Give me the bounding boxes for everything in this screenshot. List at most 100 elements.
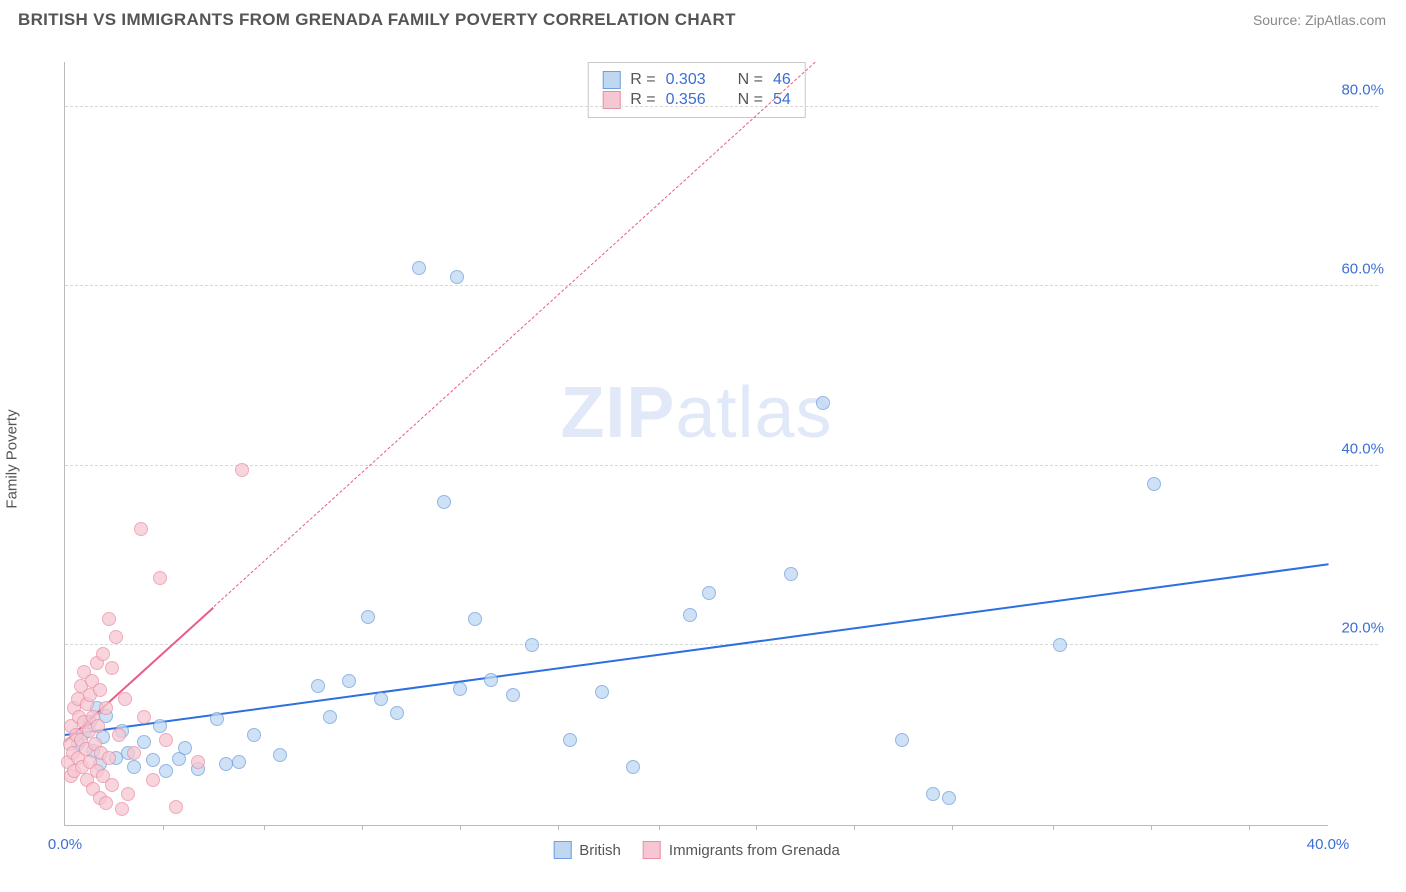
data-point — [134, 522, 148, 536]
legend-label: Immigrants from Grenada — [669, 842, 840, 859]
source-label: Source: ZipAtlas.com — [1253, 12, 1386, 28]
data-point — [153, 571, 167, 585]
y-tick-label: 20.0% — [1341, 620, 1384, 637]
data-point — [484, 673, 498, 687]
data-point — [153, 719, 167, 733]
data-point — [169, 800, 183, 814]
data-point — [816, 396, 830, 410]
data-point — [102, 612, 116, 626]
data-point — [118, 692, 132, 706]
data-point — [926, 787, 940, 801]
trend-line — [65, 564, 1329, 737]
x-tick-mark — [558, 825, 559, 830]
y-tick-label: 80.0% — [1341, 81, 1384, 98]
x-tick-mark — [756, 825, 757, 830]
data-point — [273, 748, 287, 762]
data-point — [450, 270, 464, 284]
watermark: ZIPatlas — [560, 372, 832, 454]
data-point — [323, 710, 337, 724]
data-point — [91, 719, 105, 733]
data-point — [191, 755, 205, 769]
x-tick-mark — [1053, 825, 1054, 830]
legend-swatch — [553, 841, 571, 859]
data-point — [342, 674, 356, 688]
data-point — [683, 608, 697, 622]
stats-row: R =0.303N =46 — [602, 71, 791, 89]
data-point — [105, 778, 119, 792]
stat-n-label: N = — [738, 71, 763, 89]
data-point — [468, 612, 482, 626]
data-point — [1053, 638, 1067, 652]
data-point — [99, 701, 113, 715]
stats-legend: R =0.303N =46R =0.356N =54 — [587, 62, 806, 118]
data-point — [525, 638, 539, 652]
data-point — [361, 610, 375, 624]
x-tick-mark — [362, 825, 363, 830]
data-point — [137, 710, 151, 724]
x-tick-mark — [460, 825, 461, 830]
x-tick-mark — [1151, 825, 1152, 830]
data-point — [390, 706, 404, 720]
y-tick-label: 40.0% — [1341, 440, 1384, 457]
data-point — [437, 495, 451, 509]
data-point — [109, 630, 123, 644]
data-point — [93, 683, 107, 697]
plot-area: ZIPatlas R =0.303N =46R =0.356N =54 Brit… — [64, 62, 1328, 826]
data-point — [453, 682, 467, 696]
data-point — [232, 755, 246, 769]
legend-item: Immigrants from Grenada — [643, 841, 840, 859]
x-tick-mark — [659, 825, 660, 830]
data-point — [112, 728, 126, 742]
x-tick-mark — [854, 825, 855, 830]
data-point — [159, 733, 173, 747]
data-point — [942, 791, 956, 805]
data-point — [210, 712, 224, 726]
data-point — [563, 733, 577, 747]
data-point — [127, 760, 141, 774]
data-point — [159, 764, 173, 778]
gridline — [65, 285, 1378, 286]
legend-swatch — [602, 71, 620, 89]
stat-r-value: 0.303 — [666, 71, 706, 89]
data-point — [311, 679, 325, 693]
legend-item: British — [553, 841, 621, 859]
data-point — [626, 760, 640, 774]
data-point — [235, 463, 249, 477]
series-legend: British Immigrants from Grenada — [553, 841, 840, 859]
data-point — [127, 746, 141, 760]
data-point — [374, 692, 388, 706]
y-tick-label: 60.0% — [1341, 261, 1384, 278]
data-point — [146, 773, 160, 787]
data-point — [105, 661, 119, 675]
data-point — [702, 586, 716, 600]
data-point — [115, 802, 129, 816]
data-point — [895, 733, 909, 747]
data-point — [412, 261, 426, 275]
gridline — [65, 465, 1378, 466]
data-point — [784, 567, 798, 581]
legend-label: British — [579, 842, 621, 859]
x-tick-mark — [163, 825, 164, 830]
x-tick-mark — [1249, 825, 1250, 830]
data-point — [595, 685, 609, 699]
chart-title: BRITISH VS IMMIGRANTS FROM GRENADA FAMIL… — [18, 10, 736, 30]
data-point — [178, 741, 192, 755]
data-point — [1147, 477, 1161, 491]
data-point — [247, 728, 261, 742]
stat-r-label: R = — [630, 71, 655, 89]
data-point — [506, 688, 520, 702]
data-point — [99, 796, 113, 810]
data-point — [146, 753, 160, 767]
data-point — [121, 787, 135, 801]
legend-swatch — [643, 841, 661, 859]
x-axis-label: 0.0% — [48, 836, 82, 853]
trend-line — [213, 62, 815, 607]
data-point — [102, 751, 116, 765]
y-axis-label: Family Poverty — [4, 409, 21, 508]
chart-container: Family Poverty ZIPatlas R =0.303N =46R =… — [18, 44, 1388, 874]
x-axis-label: 40.0% — [1307, 836, 1350, 853]
gridline — [65, 106, 1378, 107]
x-tick-mark — [264, 825, 265, 830]
data-point — [96, 647, 110, 661]
x-tick-mark — [952, 825, 953, 830]
